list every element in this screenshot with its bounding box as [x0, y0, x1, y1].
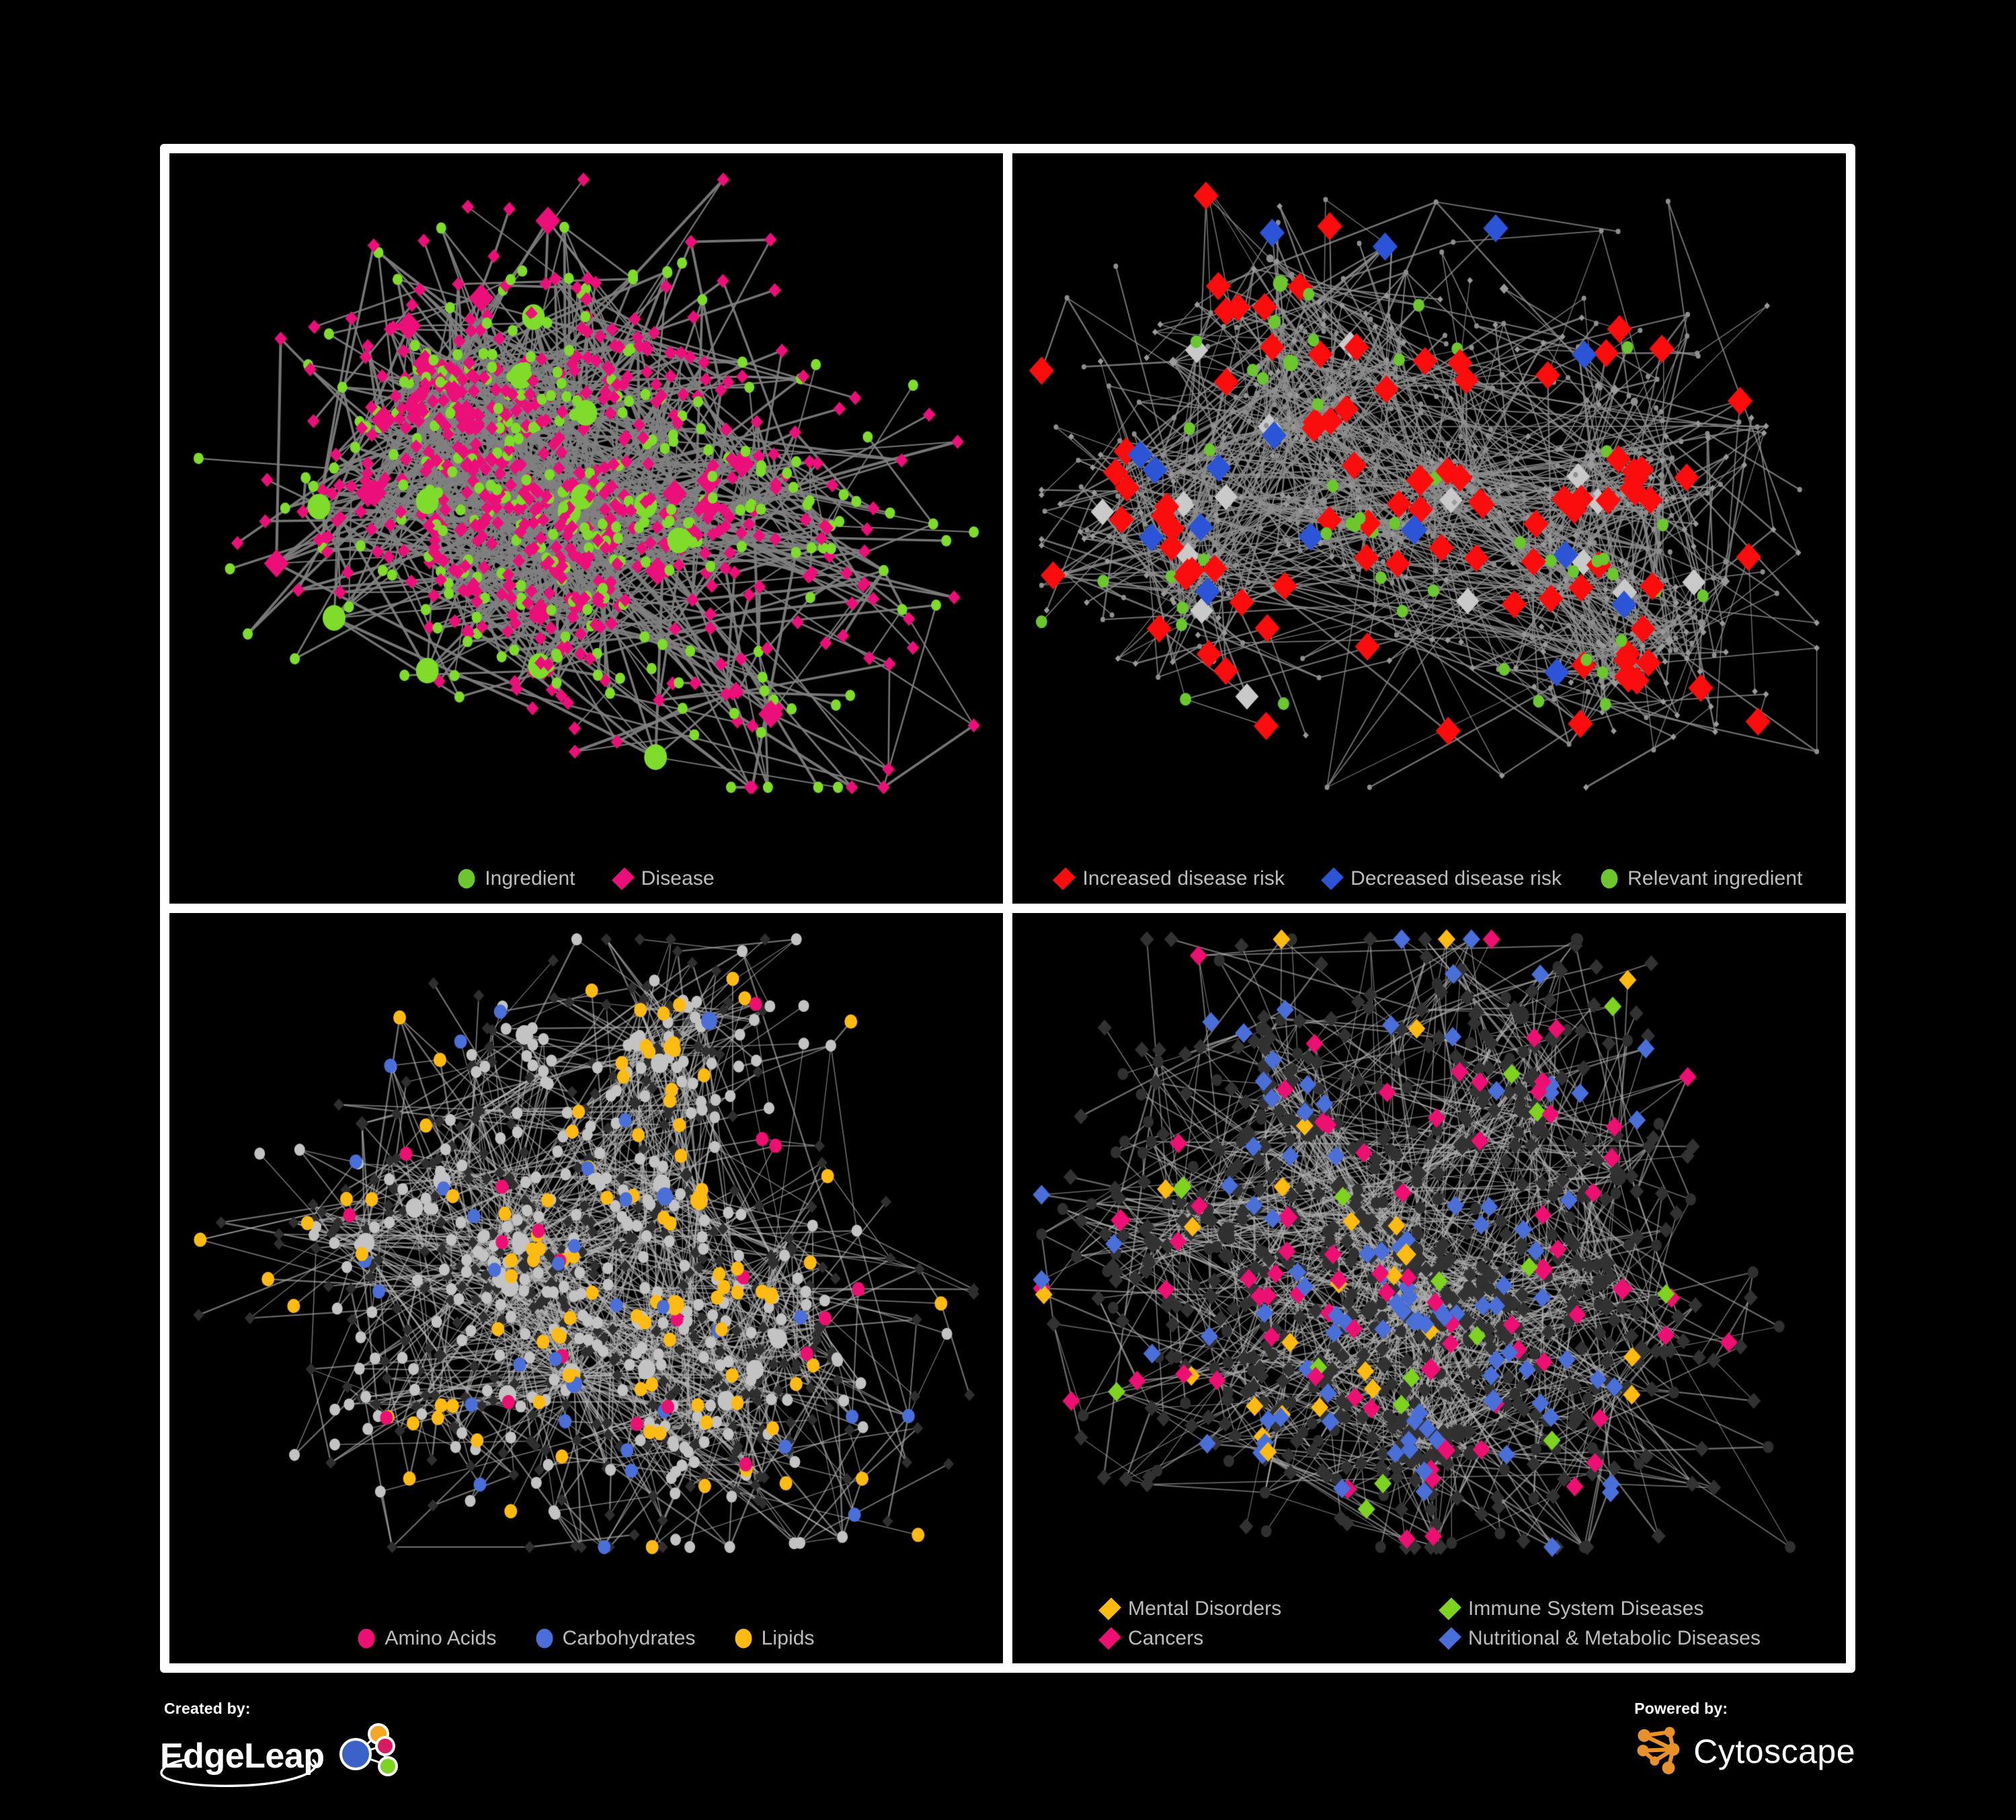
legend-item: Mental Disorders [1098, 1597, 1417, 1620]
network-canvas-disease-risk[interactable] [1012, 153, 1846, 904]
cytoscape-wordmark: Cytoscape [1693, 1732, 1855, 1770]
diamond-icon [1439, 1597, 1461, 1620]
legend-item: Decreased disease risk [1321, 867, 1562, 890]
legend-item: Nutritional & Metabolic Diseases [1439, 1627, 1761, 1650]
legend-disease-class: Mental Disorders Immune System Diseases Ca… [1012, 1597, 1846, 1650]
legend-item: Disease [611, 867, 715, 890]
legend-item: Amino Acids [358, 1628, 496, 1649]
legend-item-label: Disease [641, 867, 715, 889]
legend-item-label: Immune System Diseases [1468, 1597, 1704, 1620]
legend-item: Increased disease risk [1053, 867, 1285, 890]
legend-item-label: Amino Acids [385, 1627, 497, 1649]
legend-item-label: Nutritional & Metabolic Diseases [1468, 1627, 1761, 1649]
diamond-icon [1098, 1627, 1121, 1650]
panel-disease-risk[interactable]: Increased disease risk Decreased disease … [1012, 153, 1846, 904]
panel-ingredient-class[interactable]: Amino Acids Carbohydrates Lipids [169, 913, 1003, 1663]
diamond-icon [1098, 1597, 1121, 1620]
legend-item: Immune System Diseases [1439, 1597, 1757, 1620]
network-canvas-ingredient-disease[interactable] [169, 153, 1003, 904]
created-by-branding[interactable]: Created by: EdgeLeap [160, 1700, 403, 1791]
legend-item-label: Ingredient [485, 867, 575, 889]
legend-disease-risk: Increased disease risk Decreased disease … [1012, 867, 1846, 890]
legend-item-label: Mental Disorders [1128, 1597, 1282, 1620]
circle-icon [735, 1628, 752, 1649]
edgeleap-network-logo-icon [329, 1720, 403, 1791]
legend-item: Relevant ingredient [1601, 869, 1802, 889]
diamond-icon [611, 867, 635, 890]
legend-item: Lipids [735, 1628, 815, 1649]
legend-item-label: Carbohydrates [562, 1627, 696, 1649]
edgeleap-swoosh-icon [160, 1758, 317, 1787]
circle-icon [1601, 869, 1618, 889]
diamond-icon [1053, 867, 1076, 890]
circle-icon [458, 869, 475, 889]
legend-item: Ingredient [458, 869, 575, 889]
diamond-icon [1439, 1627, 1461, 1650]
diamond-icon [1321, 867, 1344, 890]
legend-item-label: Increased disease risk [1082, 867, 1285, 889]
network-canvas-ingredient-class[interactable] [169, 913, 1003, 1663]
cytoscape-logo-icon [1631, 1720, 1689, 1782]
legend-item-label: Lipids [761, 1627, 815, 1649]
edgeleap-logo-lockup[interactable]: EdgeLeap [160, 1720, 403, 1791]
panel-ingredient-disease[interactable]: Ingredient Disease [169, 153, 1003, 904]
panel-disease-class[interactable]: Mental Disorders Immune System Diseases Ca… [1012, 913, 1846, 1663]
legend-ingredient-disease: Ingredient Disease [169, 867, 1003, 890]
powered-by-label: Powered by: [1634, 1700, 1728, 1717]
legend-item-label: Relevant ingredient [1627, 867, 1803, 889]
legend-item: Carbohydrates [536, 1628, 696, 1649]
figure-footer: Created by: EdgeLeap [160, 1681, 1855, 1815]
cytoscape-logo-lockup[interactable]: Cytoscape [1631, 1720, 1855, 1782]
created-by-label: Created by: [164, 1700, 251, 1717]
legend-item-label: Cancers [1128, 1627, 1204, 1649]
edgeleap-wordmark: EdgeLeap [160, 1736, 325, 1776]
legend-ingredient-class: Amino Acids Carbohydrates Lipids [169, 1628, 1003, 1649]
powered-by-branding[interactable]: Powered by: [1631, 1700, 1855, 1782]
panel-grid: Ingredient Disease Increased disease risk… [160, 144, 1855, 1673]
legend-item-label: Decreased disease risk [1350, 867, 1562, 889]
circle-icon [536, 1628, 553, 1649]
legend-item: Cancers [1098, 1627, 1417, 1650]
network-canvas-disease-class[interactable] [1012, 913, 1846, 1663]
circle-icon [358, 1628, 375, 1649]
